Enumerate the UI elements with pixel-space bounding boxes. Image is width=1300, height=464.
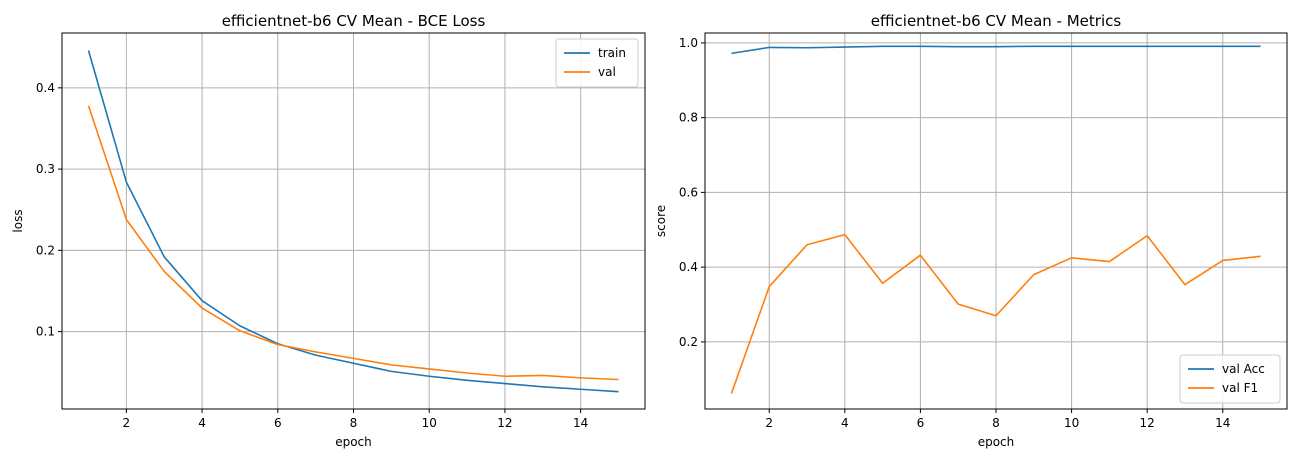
- metrics-plot-frame: [704, 32, 1288, 410]
- y-tick-label: 0.6: [679, 185, 698, 199]
- y-tick-label: 0.3: [36, 162, 55, 176]
- x-tick-label: 8: [992, 416, 1000, 430]
- loss-plot-frame: [61, 32, 646, 410]
- loss-series-val-line: [87, 105, 619, 381]
- metrics-legend: val Acc val F1: [1179, 354, 1281, 404]
- x-tick-label: 12: [497, 416, 512, 430]
- x-tick-label: 14: [1215, 416, 1230, 430]
- metrics-chart-ylabel: score: [654, 205, 668, 237]
- x-tick-label: 10: [422, 416, 437, 430]
- x-tick-label: 10: [1064, 416, 1079, 430]
- metrics-chart-xlabel: epoch: [978, 435, 1015, 449]
- x-tick-label: 12: [1140, 416, 1155, 430]
- loss-legend-label: train: [598, 46, 626, 60]
- loss-series-train-line: [87, 50, 619, 393]
- x-tick-label: 2: [123, 416, 131, 430]
- x-tick-label: 8: [350, 416, 358, 430]
- y-tick-label: 0.2: [679, 335, 698, 349]
- y-tick-label: 0.4: [679, 260, 698, 274]
- metrics-series-val-acc-line: [731, 45, 1261, 55]
- y-tick-label: 1.0: [679, 36, 698, 50]
- loss-chart-xlabel: epoch: [335, 435, 372, 449]
- loss-chart-ylabel: loss: [11, 209, 25, 232]
- y-tick-label: 0.1: [36, 325, 55, 339]
- loss-legend: train val: [555, 38, 639, 88]
- metrics-chart-panel: 2 4 6 8 10 12 14 0.2 0.4 0.6 0.8 1.0 efficientnet-b…: [654, 12, 1288, 449]
- x-tick-label: 2: [765, 416, 773, 430]
- x-tick-label: 6: [917, 416, 925, 430]
- loss-chart-panel: 2 4 6 8 10 12 14 0.1 0.2 0.3 0.4 efficientnet-b6 C…: [11, 12, 646, 449]
- metrics-series-val-f1-line: [730, 233, 1261, 394]
- loss-legend-label: val: [598, 65, 616, 79]
- metrics-legend-label: val Acc: [1222, 362, 1265, 376]
- metrics-legend-box: [1179, 354, 1281, 404]
- metrics-chart-title: efficientnet-b6 CV Mean - Metrics: [871, 12, 1122, 30]
- loss-chart-title: efficientnet-b6 CV Mean - BCE Loss: [222, 12, 486, 30]
- x-tick-label: 4: [841, 416, 849, 430]
- y-tick-label: 0.4: [36, 81, 55, 95]
- x-tick-label: 6: [274, 416, 282, 430]
- loss-legend-box: [555, 38, 639, 88]
- x-tick-label: 14: [573, 416, 588, 430]
- metrics-legend-label: val F1: [1222, 381, 1258, 395]
- y-tick-label: 0.2: [36, 243, 55, 257]
- y-tick-label: 0.8: [679, 111, 698, 125]
- x-tick-label: 4: [198, 416, 206, 430]
